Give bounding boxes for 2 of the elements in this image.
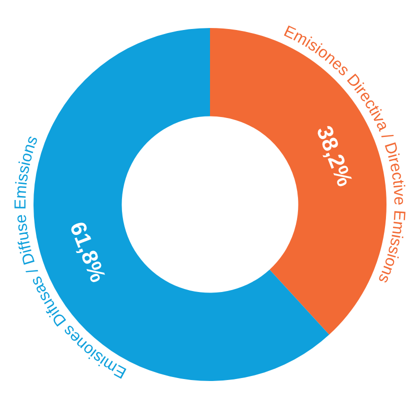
data-label: 38,2% (312, 122, 358, 190)
data-label: 61,8% (65, 218, 111, 286)
